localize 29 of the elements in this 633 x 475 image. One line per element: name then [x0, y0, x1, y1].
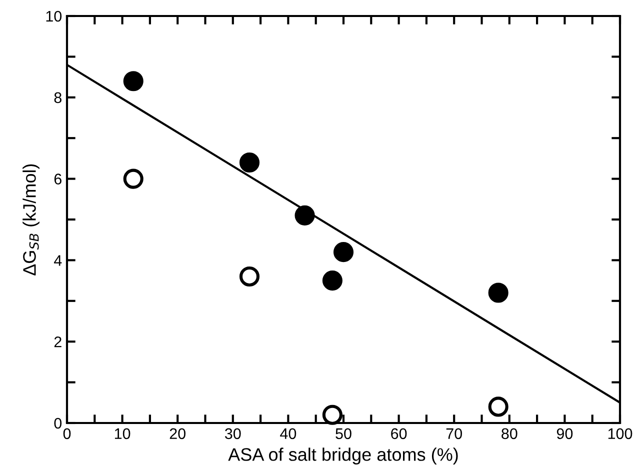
point [294, 205, 315, 226]
x-tick-label: 40 [280, 428, 296, 440]
x-tick-label: 10 [114, 428, 130, 440]
x-tick-label: 100 [608, 428, 632, 440]
x-tick-label: 30 [224, 428, 241, 440]
point [322, 270, 342, 291]
x-tick-label: 80 [502, 428, 518, 440]
point [488, 282, 508, 303]
y-tick-label: 2 [54, 336, 62, 348]
y-tick-label: 10 [46, 10, 62, 22]
x-axis-title: ASA of salt bridge atoms (%) [228, 448, 458, 464]
x-tick-label: 20 [170, 428, 186, 440]
y-tick-label: 8 [54, 92, 62, 104]
y-tick-label: 6 [54, 174, 62, 184]
y-axis-title: ΔG$_{SB}$ (kJ/mol) [22, 164, 40, 276]
point [333, 242, 354, 262]
point [239, 152, 260, 173]
point [322, 404, 342, 425]
y-tick-label: 4 [54, 255, 62, 266]
x-tick-label: 60 [391, 428, 407, 440]
point [123, 168, 144, 189]
point [239, 266, 260, 287]
point [488, 396, 508, 417]
x-tick-label: 0 [63, 428, 71, 440]
y-tick-label: 0 [54, 418, 62, 429]
x-tick-label: 90 [556, 428, 573, 440]
x-tick-label: 70 [446, 428, 462, 440]
x-tick-label: 50 [336, 428, 352, 440]
point [123, 71, 144, 92]
